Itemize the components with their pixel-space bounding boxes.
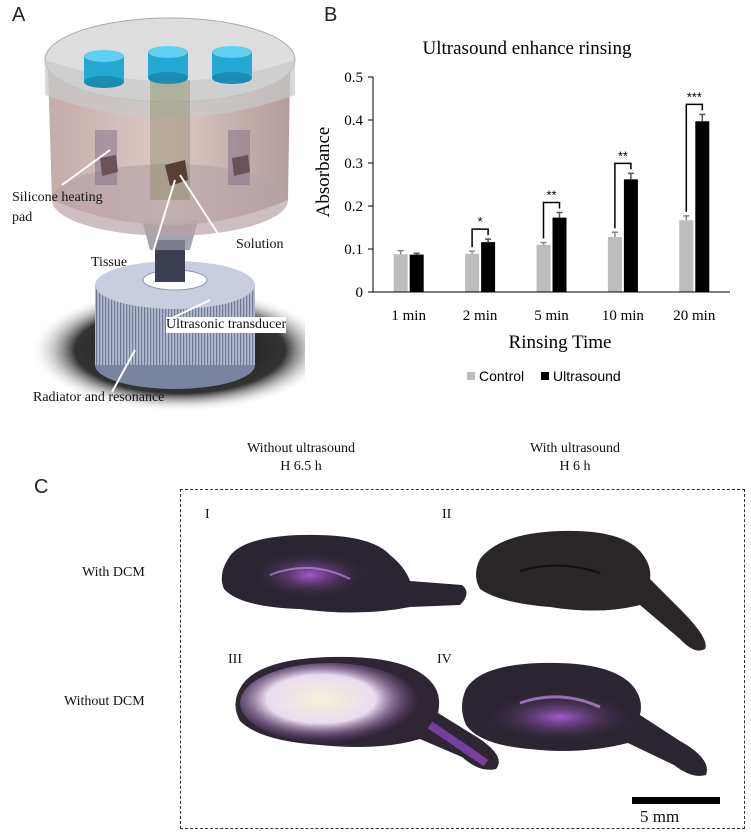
x-axis-title: Rinsing Time xyxy=(509,332,612,353)
cap-right xyxy=(212,46,252,84)
row-label-with-dcm: With DCM xyxy=(82,565,145,580)
significance-bracket xyxy=(614,162,632,229)
roman-label-iii: III xyxy=(228,652,242,667)
column-head-with-ultrasound-line2: H 6 h xyxy=(559,459,591,474)
scale-bar-label: 5 mm xyxy=(640,807,680,826)
label-tissue: Tissue xyxy=(91,255,128,270)
roman-label-iv: IV xyxy=(437,652,452,667)
bar-control-1-min xyxy=(393,254,408,292)
x-tick-label: 2 min xyxy=(463,308,498,324)
y-tick-label: 0 xyxy=(356,285,364,301)
y-tick-label: 0.3 xyxy=(344,156,363,172)
significance-marker: ** xyxy=(618,148,628,163)
column-head-with-ultrasound: With ultrasound H 6 h xyxy=(505,440,645,476)
absorbance-chart-svg: Ultrasound enhance rinsing Absorbance Ri… xyxy=(313,38,730,384)
bar-control-10-min xyxy=(607,236,622,292)
significance-marker: * xyxy=(478,214,483,229)
x-tick-label: 5 min xyxy=(534,308,569,324)
y-tick-label: 0.2 xyxy=(344,199,363,215)
x-tick-label: 20 min xyxy=(673,308,716,324)
bar-control-5-min xyxy=(536,244,551,292)
roman-label-ii: II xyxy=(442,507,452,522)
column-head-without-ultrasound-line1: Without ultrasound xyxy=(247,441,355,456)
significance-bracket xyxy=(685,103,704,212)
panel-letter-c: C xyxy=(34,476,49,498)
cap-middle xyxy=(148,46,188,84)
column-head-with-ultrasound-line1: With ultrasound xyxy=(529,441,621,456)
legend-swatch-control xyxy=(467,372,475,380)
panel-letter-b: B xyxy=(324,4,338,26)
label-silicone-heating-pad: Silicone heating pad xyxy=(12,188,112,228)
legend-swatch-ultrasound xyxy=(541,372,549,380)
column-head-without-ultrasound: Without ultrasound H 6.5 h xyxy=(228,440,374,476)
y-tick-label: 0.5 xyxy=(344,70,363,86)
x-tick-label: 10 min xyxy=(602,308,645,324)
bar-ultrasound-1-min xyxy=(409,254,424,292)
tissue-section-ii xyxy=(476,530,706,651)
tissue-comparison-box xyxy=(180,489,745,829)
legend-label-control: Control xyxy=(479,368,524,384)
cap-left xyxy=(84,50,124,88)
label-solution: Solution xyxy=(236,237,284,252)
tissue-section-iii xyxy=(235,656,499,770)
x-tick-label: 1 min xyxy=(391,308,426,324)
significance-bracket xyxy=(471,228,489,248)
significance-bracket xyxy=(542,201,561,239)
panel-letter-a: A xyxy=(12,4,26,26)
bar-ultrasound-2-min xyxy=(481,242,496,292)
tissue-section-i xyxy=(221,534,467,613)
roman-label-i: I xyxy=(205,507,210,522)
label-silicone-heating-pad-text: Silicone heating pad xyxy=(12,190,103,225)
bar-ultrasound-10-min xyxy=(623,179,638,292)
y-tick-label: 0.1 xyxy=(344,242,363,258)
apparatus-illustration xyxy=(30,17,305,412)
bar-control-20-min xyxy=(679,220,694,292)
significance-marker: *** xyxy=(687,89,702,104)
column-head-without-ultrasound-line2: H 6.5 h xyxy=(280,459,322,474)
row-label-without-dcm: Without DCM xyxy=(64,694,145,709)
y-axis-title: Absorbance xyxy=(313,127,334,218)
bar-ultrasound-20-min xyxy=(695,121,710,292)
tissue-images xyxy=(221,530,707,776)
legend-label-ultrasound: Ultrasound xyxy=(553,368,621,384)
y-tick-label: 0.4 xyxy=(344,113,363,129)
absorbance-chart: Ultrasound enhance rinsing Absorbance Ri… xyxy=(305,22,745,402)
bar-control-2-min xyxy=(465,253,480,292)
label-ultrasonic-transducer: Ultrasonic transducer xyxy=(166,317,287,333)
scale-bar xyxy=(632,797,720,804)
chart-title: Ultrasound enhance rinsing xyxy=(423,38,632,59)
label-radiator-and-resonance: Radiator and resonance xyxy=(33,390,165,405)
bar-ultrasound-5-min xyxy=(552,217,567,292)
significance-marker: ** xyxy=(546,187,556,202)
tissue-section-iv xyxy=(462,662,707,776)
